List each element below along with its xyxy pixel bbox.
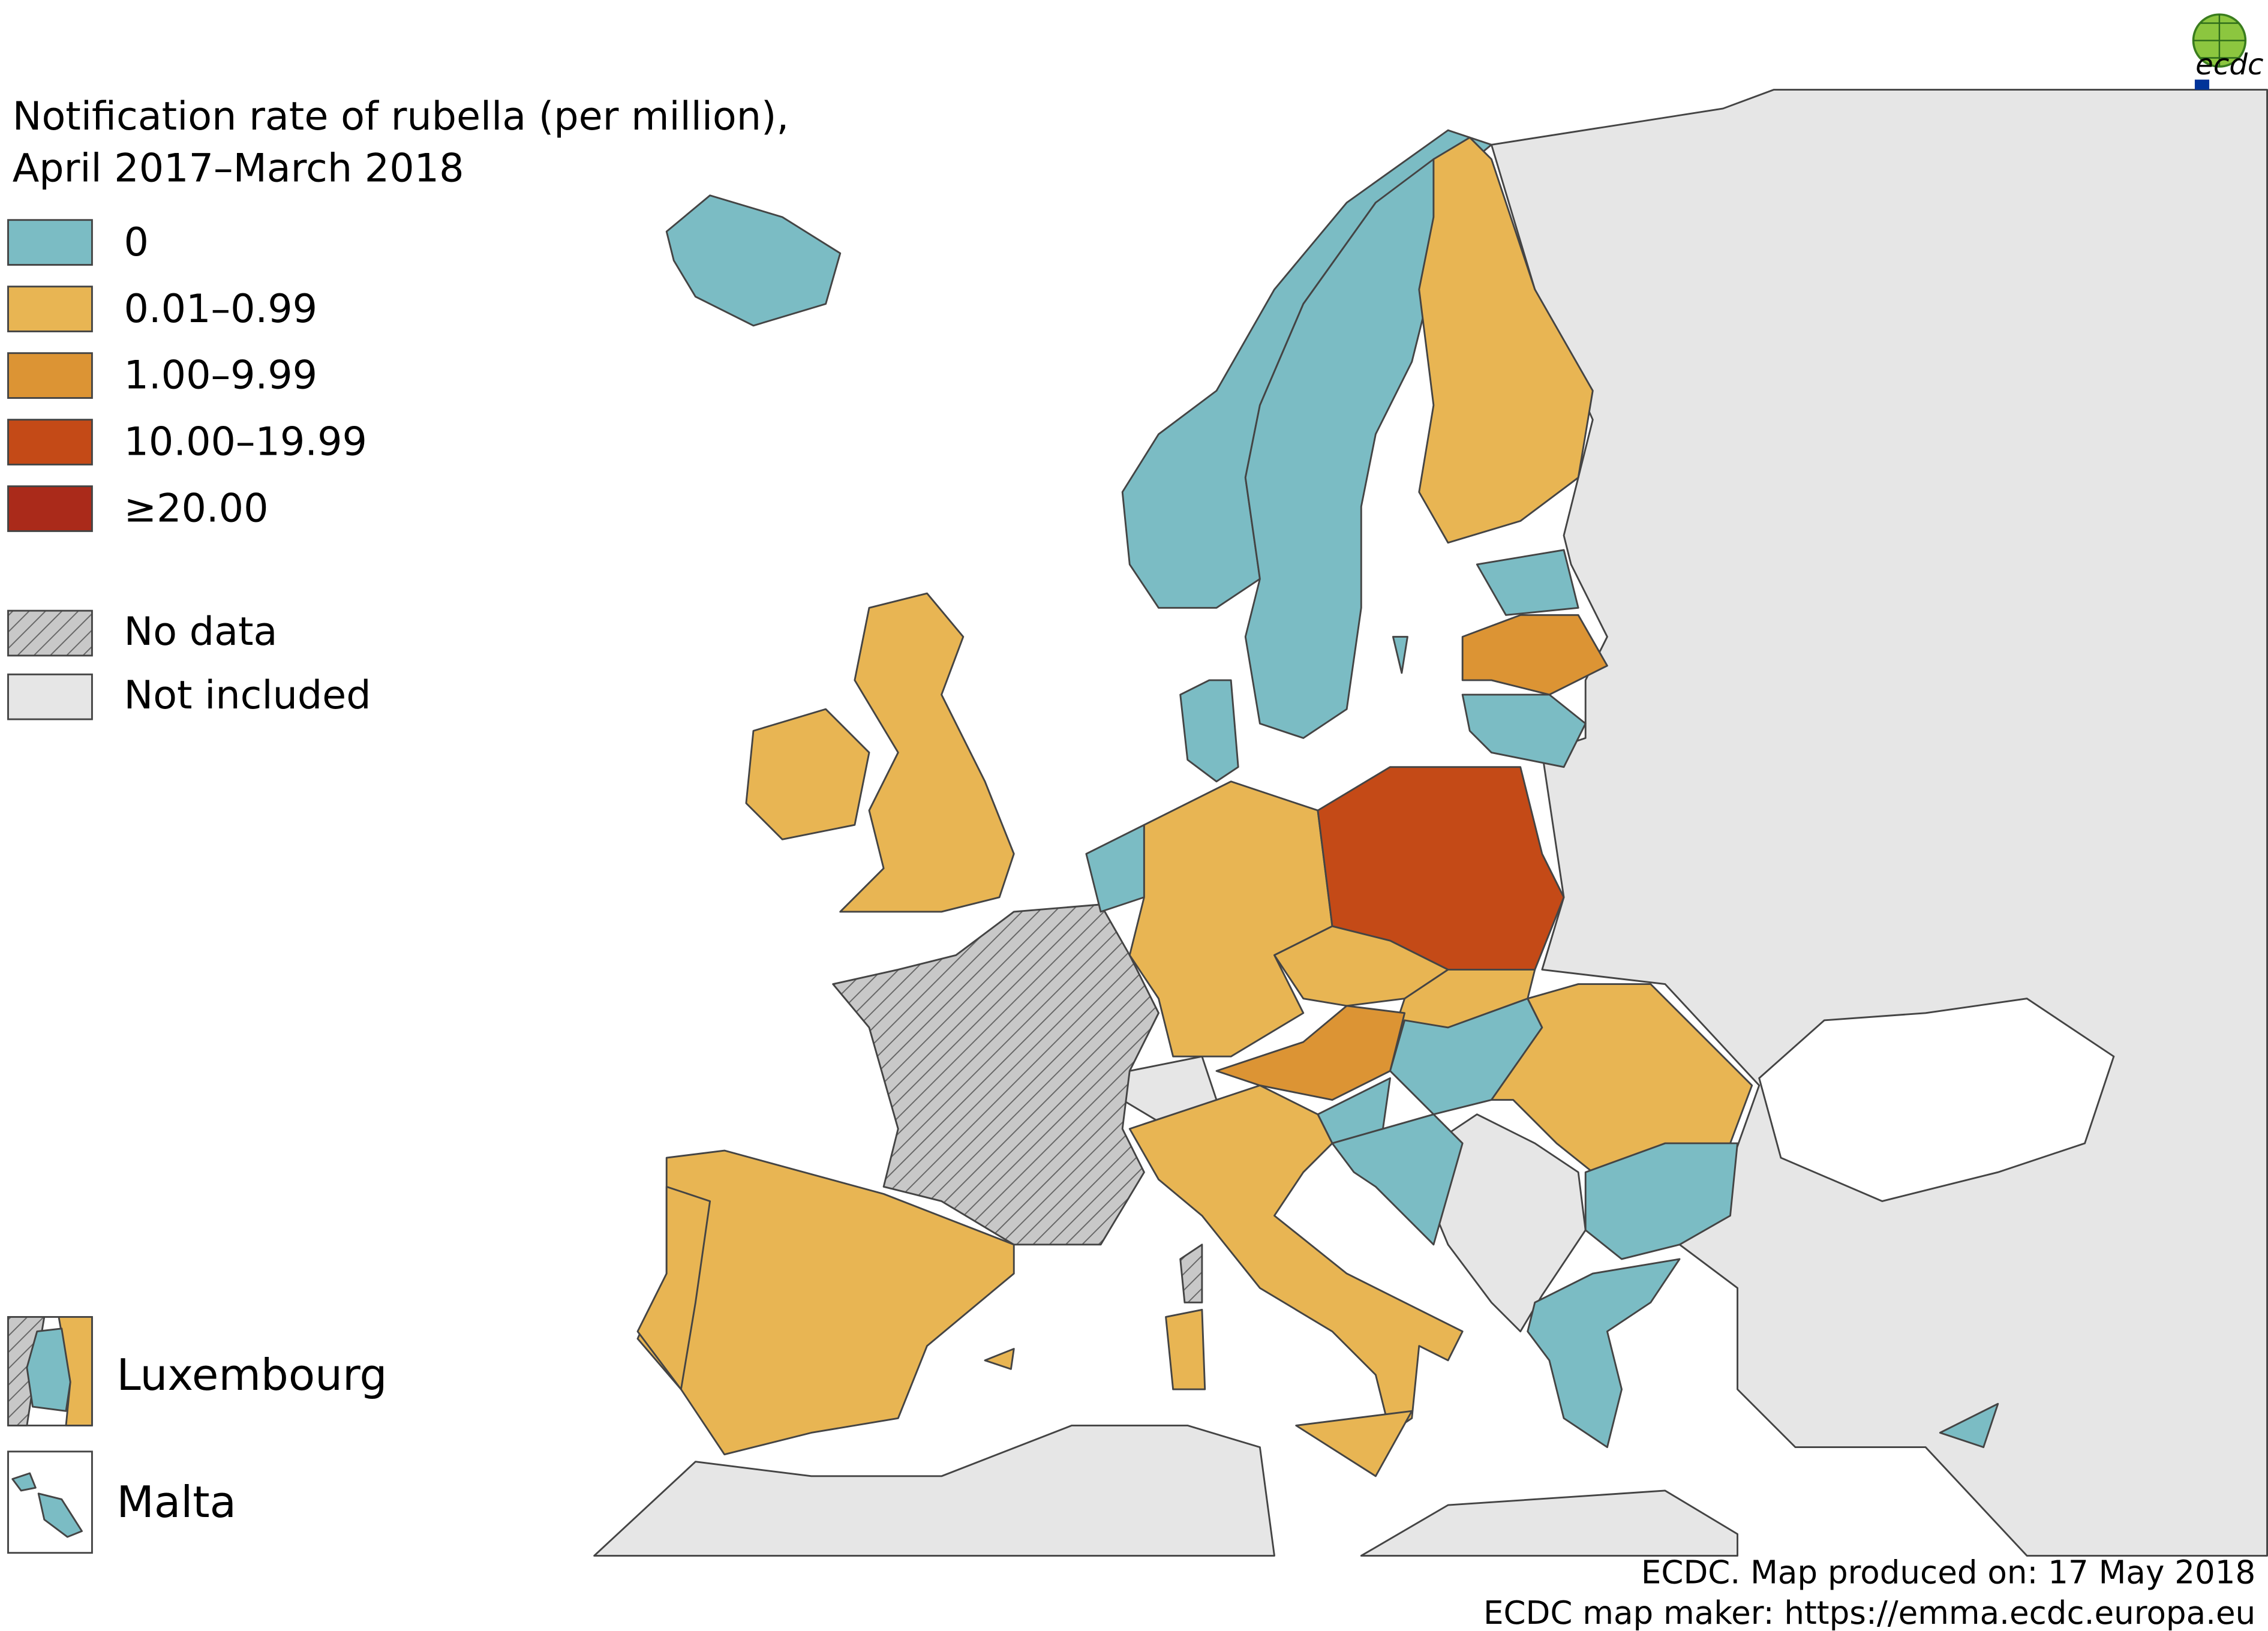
- logo-grid: [2193, 14, 2246, 67]
- east-land: [1490, 89, 2268, 1557]
- legend-swatch: [7, 609, 93, 657]
- spain: [636, 1149, 1015, 1456]
- logo-flag: [2194, 79, 2210, 90]
- legend-swatch: [7, 485, 93, 532]
- legend-swatch: [7, 352, 93, 399]
- legend-swatch: [7, 286, 93, 332]
- legend-label: 10.00–19.99: [124, 420, 367, 465]
- title-line: April 2017–March 2018: [13, 146, 464, 191]
- title-line: Notification rate of rubella (per millio…: [13, 94, 789, 139]
- denmark: [1179, 679, 1239, 783]
- countries: [636, 129, 1999, 1477]
- logo-text: ecdc: [2195, 48, 2263, 82]
- sardinia: [1165, 1308, 1206, 1390]
- lithuania: [1461, 693, 1587, 768]
- netherlands: [1085, 824, 1145, 913]
- mallorca: [984, 1348, 1015, 1370]
- legend-label: 1.00–9.99: [124, 353, 318, 398]
- corsica: [1179, 1243, 1203, 1303]
- logo: ecdc: [2192, 13, 2264, 90]
- legend-swatch: [7, 673, 93, 720]
- finland: [1418, 136, 1594, 544]
- ireland: [745, 708, 870, 840]
- inset-land: [37, 1492, 83, 1538]
- inset-land: [11, 1472, 37, 1492]
- austria: [1215, 1005, 1406, 1101]
- germany: [1128, 780, 1333, 1058]
- portugal: [636, 1185, 711, 1390]
- greece: [1527, 1258, 1681, 1449]
- inset-land: [26, 1327, 71, 1412]
- united-kingdom: [839, 592, 1015, 913]
- sicily: [1295, 1410, 1413, 1477]
- north-africa-west: [593, 1424, 1275, 1557]
- north-africa-east: [1360, 1489, 1739, 1557]
- italy: [1128, 1085, 1464, 1434]
- legend-label: Not included: [124, 673, 371, 718]
- estonia: [1476, 549, 1579, 616]
- legend-label: 0.01–0.99: [124, 287, 318, 332]
- inset-label: Malta: [116, 1477, 236, 1528]
- gotland: [1392, 636, 1408, 674]
- croatia: [1331, 1113, 1464, 1246]
- inset-luxembourg: Luxembourg: [7, 1316, 387, 1426]
- not-included-land: [593, 89, 2268, 1557]
- inset-label: Luxembourg: [116, 1350, 387, 1401]
- legend-label: ≥20.00: [124, 486, 269, 531]
- sweden: [1244, 158, 1435, 739]
- inset-malta: Malta: [7, 1450, 236, 1554]
- legend-swatch: [7, 219, 93, 266]
- black-sea: [1758, 998, 2115, 1202]
- legend-label: No data: [124, 609, 278, 654]
- latvia: [1461, 614, 1608, 696]
- bulgaria: [1584, 1142, 1739, 1260]
- legend-swatch: [7, 419, 93, 465]
- legend-label: 0: [124, 220, 149, 265]
- cyprus: [1939, 1402, 1999, 1449]
- footer-line: ECDC map maker: https://emma.ecdc.europa…: [1483, 1594, 2255, 1631]
- legend: 0 0.01–0.99 1.00–9.99 10.00–19.99 ≥20.00 No d…: [7, 219, 371, 720]
- iceland: [665, 194, 842, 327]
- footer-line: ECDC. Map produced on: 17 May 2018: [1641, 1554, 2255, 1591]
